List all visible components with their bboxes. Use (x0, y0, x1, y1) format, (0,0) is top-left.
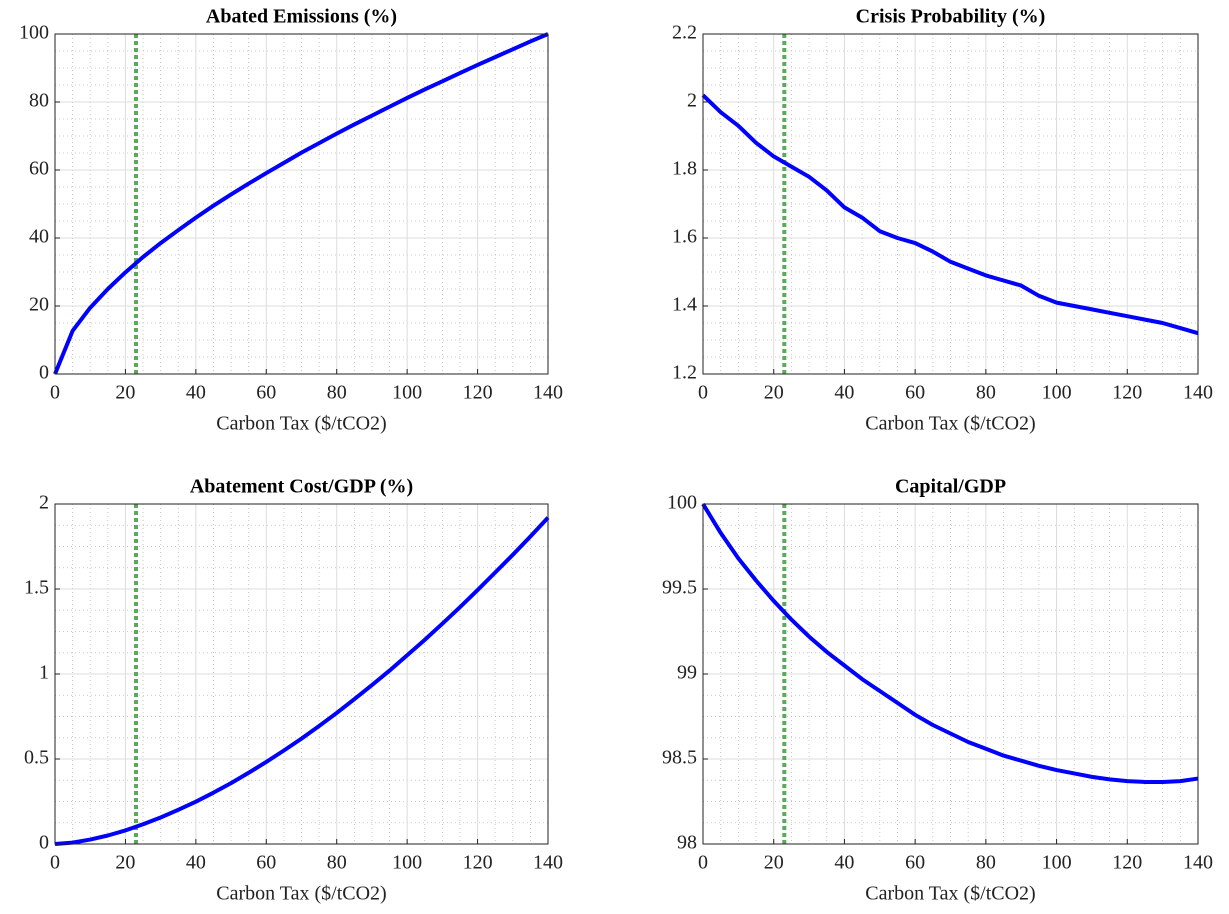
axes-frame (702, 33, 1199, 375)
chart-title: Abatement Cost/GDP (%) (190, 476, 413, 498)
x-tick-label: 120 (1112, 382, 1142, 404)
y-tick-label: 0.5 (24, 747, 49, 769)
x-tick-label: 60 (256, 852, 276, 874)
x-tick-label: 0 (698, 382, 708, 404)
x-tick-label: 60 (905, 382, 925, 404)
y-tick-label: 1.5 (24, 577, 49, 599)
y-tick-label: 99.5 (662, 577, 697, 599)
data-line (701, 502, 1199, 784)
x-tick-label: 40 (186, 852, 206, 874)
x-tick-label: 140 (533, 382, 563, 404)
data-line (54, 516, 550, 846)
x-tick-label: 40 (186, 382, 206, 404)
x-tick-label: 80 (327, 382, 347, 404)
y-tick-label: 1.8 (672, 158, 697, 180)
x-tick-label: 20 (115, 852, 135, 874)
y-tick-label: 60 (29, 158, 49, 180)
x-tick-label: 140 (1183, 382, 1213, 404)
y-tick-label: 1.4 (672, 294, 697, 316)
x-tick-label: 120 (1112, 852, 1142, 874)
x-tick-label: 100 (1042, 852, 1072, 874)
x-tick-label: 100 (392, 852, 422, 874)
y-tick-label: 80 (29, 90, 49, 112)
y-tick-label: 40 (29, 226, 49, 248)
axes-frame (54, 33, 549, 375)
axes-frame (54, 503, 549, 845)
y-tick-label: 98 (677, 832, 697, 854)
x-tick-label: 80 (976, 382, 996, 404)
y-tick-label: 0 (39, 362, 49, 384)
x-tick-label: 80 (327, 852, 347, 874)
x-tick-label: 140 (1183, 852, 1213, 874)
x-axis-label: Carbon Tax ($/tCO2) (865, 413, 1035, 435)
x-tick-label: 120 (463, 382, 493, 404)
x-tick-label: 40 (834, 852, 854, 874)
x-axis-label: Carbon Tax ($/tCO2) (216, 413, 386, 435)
x-axis-label: Carbon Tax ($/tCO2) (216, 883, 386, 905)
x-tick-label: 20 (115, 382, 135, 404)
y-tick-label: 2 (687, 90, 697, 112)
x-tick-label: 120 (463, 852, 493, 874)
x-tick-label: 0 (50, 382, 60, 404)
chart-title: Abated Emissions (%) (206, 6, 397, 28)
y-tick-label: 2.2 (672, 22, 697, 44)
y-tick-label: 99 (677, 662, 697, 684)
x-tick-label: 20 (764, 382, 784, 404)
x-axis-label: Carbon Tax ($/tCO2) (865, 883, 1035, 905)
y-tick-label: 1.2 (672, 362, 697, 384)
y-tick-label: 100 (19, 22, 49, 44)
chart-title: Capital/GDP (895, 476, 1006, 498)
y-tick-label: 98.5 (662, 747, 697, 769)
y-tick-label: 100 (667, 492, 697, 514)
data-line (53, 32, 549, 375)
x-tick-label: 100 (392, 382, 422, 404)
x-tick-label: 0 (50, 852, 60, 874)
y-tick-label: 2 (39, 492, 49, 514)
axes-frame (702, 503, 1199, 845)
x-tick-label: 100 (1042, 382, 1072, 404)
x-tick-label: 0 (698, 852, 708, 874)
data-line (701, 93, 1199, 336)
y-tick-label: 1.6 (672, 226, 697, 248)
y-tick-label: 20 (29, 294, 49, 316)
y-tick-label: 0 (39, 832, 49, 854)
x-tick-label: 60 (256, 382, 276, 404)
y-tick-label: 1 (39, 662, 49, 684)
x-tick-label: 60 (905, 852, 925, 874)
x-tick-label: 140 (533, 852, 563, 874)
x-tick-label: 80 (976, 852, 996, 874)
chart-title: Crisis Probability (%) (856, 6, 1046, 28)
x-tick-label: 40 (834, 382, 854, 404)
x-tick-label: 20 (764, 852, 784, 874)
